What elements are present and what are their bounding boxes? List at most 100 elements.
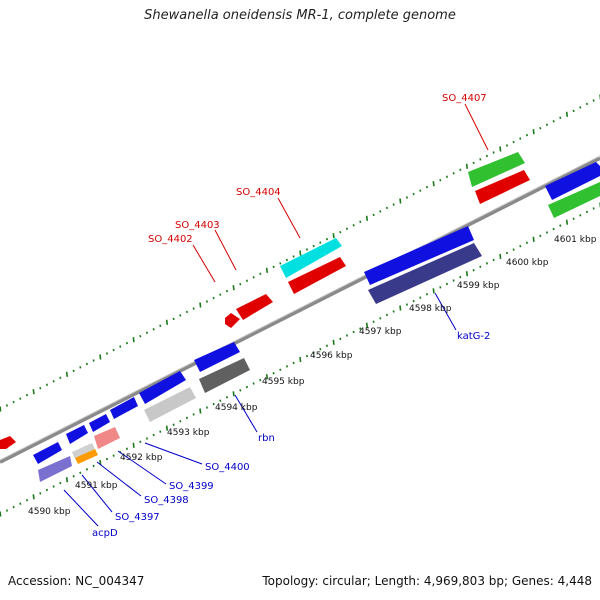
tick-mark: [579, 214, 582, 217]
scale-label: 4591 kbp: [75, 481, 118, 491]
tick-mark: [345, 334, 349, 337]
gene-arrow[interactable]: [72, 443, 95, 459]
tick-mark: [545, 123, 549, 126]
tick-mark: [112, 348, 115, 352]
tick-mark: [432, 181, 435, 187]
tick-mark: [199, 302, 202, 308]
tick-mark: [332, 339, 335, 345]
tick-mark: [259, 272, 262, 276]
tick-mark: [172, 423, 175, 426]
tick-mark: [65, 371, 69, 377]
tick-mark: [472, 161, 475, 165]
scale-label: 4599 kbp: [457, 281, 500, 291]
tick-mark: [0, 511, 2, 517]
tick-mark: [545, 231, 549, 234]
scale-label: 4598 kbp: [409, 304, 452, 314]
tick-mark: [539, 126, 542, 130]
gene-arrow[interactable]: [548, 182, 600, 218]
tick-mark: [52, 485, 55, 488]
tick-mark: [259, 378, 262, 382]
gene-arrow[interactable]: [475, 170, 530, 204]
gene-arrow[interactable]: [33, 442, 62, 464]
tick-mark: [525, 241, 529, 244]
tick-mark: [239, 282, 242, 286]
scale-label: 4594 kbp: [215, 403, 258, 413]
tick-mark: [145, 437, 149, 440]
gene-arrow[interactable]: [225, 313, 240, 328]
gene-label-katg-2[interactable]: katG-2: [457, 331, 490, 342]
tick-mark: [245, 385, 249, 389]
gene-arrow[interactable]: [236, 294, 273, 320]
tick-mark: [412, 192, 415, 196]
gene-arrow[interactable]: [38, 456, 72, 482]
gene-label-so_4407[interactable]: SO_4407: [442, 93, 487, 104]
tick-mark: [185, 416, 189, 420]
label-connectors: [63, 103, 489, 527]
tick-mark: [279, 262, 282, 265]
tick-mark: [232, 391, 235, 397]
gene-label-so_4398[interactable]: SO_4398: [144, 495, 189, 506]
tick-mark: [205, 406, 209, 409]
gene-arrow[interactable]: [545, 162, 600, 200]
scale-label: 4600 kbp: [506, 258, 549, 268]
gene-label-so_4403[interactable]: SO_4403: [175, 220, 220, 231]
tick-mark: [465, 163, 469, 169]
tick-mark: [79, 366, 82, 369]
tick-mark: [65, 477, 69, 483]
tick-mark: [192, 307, 195, 310]
gene-arrow[interactable]: [94, 427, 120, 449]
tick-mark: [552, 227, 555, 231]
tick-mark: [125, 447, 129, 450]
tick-mark: [319, 241, 322, 244]
tick-mark: [439, 286, 442, 289]
gene-arrow[interactable]: [89, 414, 110, 432]
tick-mark: [505, 144, 509, 147]
tick-mark: [59, 481, 62, 485]
tick-mark: [292, 255, 295, 258]
gene-arrow[interactable]: [110, 397, 138, 419]
gene-arrow[interactable]: [368, 243, 482, 304]
gene-arrow[interactable]: [199, 358, 250, 393]
tick-mark: [285, 365, 289, 368]
tick-mark: [225, 396, 229, 399]
tick-mark: [139, 440, 142, 444]
gene-arrow[interactable]: [280, 238, 342, 278]
gene-arrow[interactable]: [75, 449, 98, 464]
gene-arrow[interactable]: [288, 257, 346, 294]
tick-mark: [5, 509, 9, 512]
gene-arrow[interactable]: [194, 342, 240, 372]
tick-mark: [105, 457, 109, 461]
tick-mark: [159, 324, 162, 328]
tick-mark: [199, 408, 202, 414]
tick-mark: [299, 356, 302, 363]
tick-mark: [252, 382, 255, 385]
tick-mark: [92, 359, 95, 362]
tick-mark: [19, 502, 22, 505]
gene-arrow[interactable]: [0, 436, 16, 449]
gene-label-so_4404[interactable]: SO_4404: [236, 187, 281, 198]
tick-mark: [532, 129, 535, 135]
tick-mark: [552, 120, 555, 123]
scale-labels: 4590 kbp 4591 kbp 4592 kbp 4593 kbp 4594 kbp…: [28, 235, 597, 517]
gene-arrow[interactable]: [66, 425, 88, 444]
tick-mark: [152, 433, 155, 437]
tick-mark: [359, 327, 362, 330]
gene-label-so_4400[interactable]: SO_4400: [205, 462, 250, 473]
genome-backbone: [0, 156, 600, 464]
gene-label-so_4399[interactable]: SO_4399: [169, 481, 214, 492]
gene-arrow[interactable]: [468, 152, 525, 187]
gene-label-so_4402[interactable]: SO_4402: [148, 234, 193, 245]
tick-mark: [219, 293, 222, 296]
gene-label-rbn[interactable]: rbn: [258, 433, 275, 444]
gene-arrow[interactable]: [139, 371, 186, 404]
gene-label-acpd[interactable]: acpD: [92, 528, 118, 539]
tick-mark: [99, 354, 102, 360]
tick-mark: [325, 344, 329, 347]
tick-mark: [392, 203, 395, 206]
tick-mark: [572, 109, 575, 113]
gene-arrow[interactable]: [364, 226, 474, 285]
tick-mark: [205, 300, 209, 303]
gene-arrow[interactable]: [144, 387, 196, 422]
tick-mark: [59, 376, 62, 380]
gene-label-so_4397[interactable]: SO_4397: [115, 512, 160, 523]
